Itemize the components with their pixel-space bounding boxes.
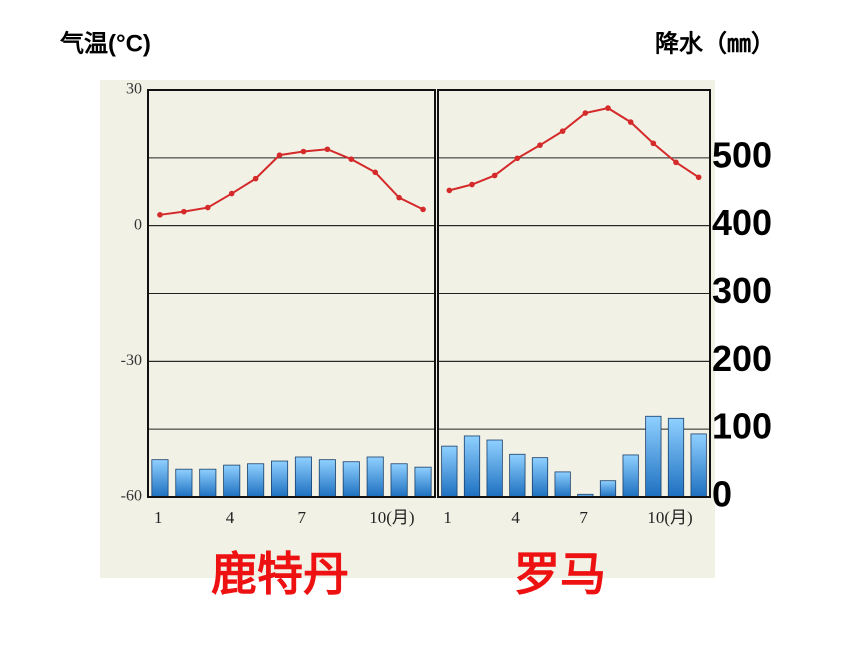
temperature-line <box>159 148 424 216</box>
bar <box>199 468 217 498</box>
y-axis-label: 气温(°C) <box>59 29 151 57</box>
y2-axis-label: 降水（㎜） <box>655 29 775 57</box>
temperature-point <box>469 181 475 188</box>
x-tick-label: 1 <box>154 508 163 527</box>
temperature-line <box>449 107 700 192</box>
y-tick-label: 0 <box>134 216 142 233</box>
bar <box>486 439 503 498</box>
temperature-point <box>396 194 402 201</box>
temperature-point <box>673 159 679 166</box>
bar <box>509 453 526 498</box>
bar <box>599 480 617 498</box>
bar <box>390 463 408 498</box>
bar <box>247 463 265 498</box>
y-tick-label: -60 <box>121 488 142 505</box>
temperature-point <box>181 208 187 215</box>
temperature-point <box>228 190 235 197</box>
bar <box>531 457 549 498</box>
temperature-point <box>627 119 634 125</box>
bar <box>667 417 685 498</box>
y2-tick-label: 200 <box>712 338 772 379</box>
temperature-point <box>204 204 211 211</box>
y2-tick-label: 0 <box>712 474 732 515</box>
bar <box>223 464 241 498</box>
temperature-point <box>650 140 657 147</box>
temperature-point <box>605 105 611 111</box>
y-tick-label: 30 <box>126 81 142 98</box>
temperature-point <box>491 172 498 179</box>
x-tick-label: 7 <box>297 508 306 527</box>
temperature-point <box>695 174 702 181</box>
chart-background <box>100 80 715 578</box>
y2-tick-label: 300 <box>712 270 772 311</box>
temperature-point <box>276 152 283 158</box>
x-tick-label: 10(月) <box>647 508 692 527</box>
temperature-point <box>324 146 331 153</box>
y-tick-label: -30 <box>121 352 142 369</box>
bar <box>645 415 662 498</box>
plot-frame <box>147 89 436 498</box>
temperature-point <box>514 155 521 162</box>
bar <box>342 461 360 498</box>
temperature-point <box>537 142 543 148</box>
bar <box>318 459 336 498</box>
bar <box>294 456 312 498</box>
bar <box>554 471 571 498</box>
bar <box>463 435 481 498</box>
x-tick-label: 7 <box>579 508 588 527</box>
temperature-point <box>157 212 163 218</box>
y2-tick-label: 500 <box>712 134 772 175</box>
y2-tick-label: 100 <box>712 406 772 447</box>
temperature-point <box>372 169 379 176</box>
chart-title: 鹿特丹 <box>211 548 349 600</box>
bar <box>414 466 432 498</box>
bar <box>175 468 193 498</box>
temperature-point <box>300 148 307 155</box>
x-tick-label: 4 <box>511 508 520 527</box>
temperature-point <box>582 110 589 116</box>
temperature-point <box>420 206 426 213</box>
temperature-point <box>252 175 259 182</box>
bar <box>271 460 289 498</box>
temperature-point <box>348 156 355 162</box>
bar <box>690 433 707 498</box>
bar <box>151 459 169 498</box>
chart-title: 罗马 <box>514 548 606 600</box>
plot-frame <box>437 89 711 498</box>
bar <box>441 445 458 498</box>
x-tick-label: 10(月) <box>369 508 414 527</box>
x-tick-label: 1 <box>443 508 452 527</box>
temperature-point <box>446 187 453 194</box>
bar <box>366 456 384 498</box>
temperature-point <box>559 128 566 134</box>
bar <box>622 454 639 498</box>
x-tick-label: 4 <box>226 508 235 527</box>
y2-tick-label: 400 <box>712 202 772 243</box>
